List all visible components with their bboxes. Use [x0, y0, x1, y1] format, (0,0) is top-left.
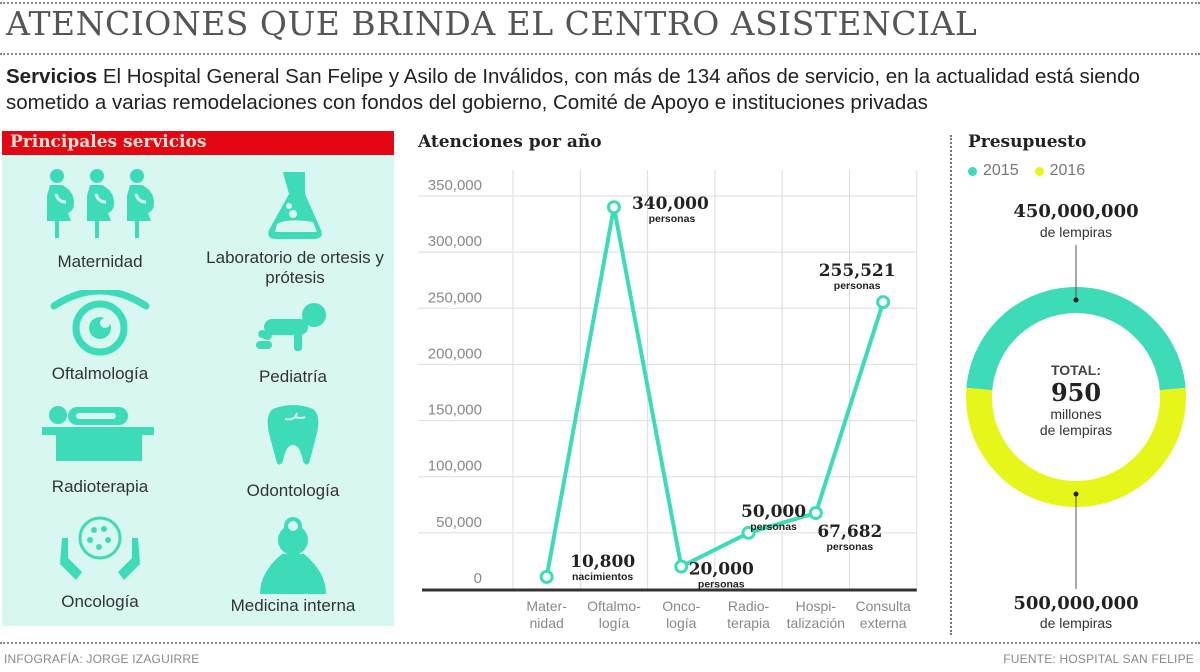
hands-cell-icon: [60, 516, 140, 580]
leader-dot-2015: [1073, 297, 1079, 303]
y-tick-label: 150,000: [428, 402, 482, 419]
radiotherapy-bed-icon: [42, 406, 154, 461]
service-label: Oftalmología: [51, 364, 149, 383]
x-tick-label: Mater-nidad: [526, 598, 567, 631]
data-label-unit: personas: [649, 213, 696, 225]
y-tick-label: 200,000: [428, 345, 482, 362]
legend-label-2016: 2016: [1049, 162, 1086, 179]
service-label: Radioterapia: [51, 477, 149, 496]
data-label-unit: personas: [750, 521, 797, 533]
data-label-unit: personas: [834, 280, 881, 292]
x-tick-label: Oftalmo-logía: [587, 598, 641, 631]
services-header: Principales servicios: [2, 131, 394, 155]
infographic-credit: INFOGRAFÍA: JORGE IZAGUIRRE: [4, 652, 200, 666]
donut-chart: 450,000,000 de lempiras 500,000,000 de l…: [966, 201, 1186, 631]
service-label: Oncología: [61, 592, 139, 611]
data-label-value: 50,000: [741, 502, 806, 522]
x-tick-label: Radio-terapia: [727, 598, 770, 631]
y-tick-label: 0: [474, 570, 482, 587]
title-divider: [0, 53, 1200, 55]
service-label: Odontología: [246, 481, 340, 500]
service-pediatria: Pediatría: [198, 303, 388, 387]
y-tick-label: 50,000: [436, 514, 482, 531]
doctor-icon: [260, 517, 326, 594]
y-tick-label: 100,000: [428, 458, 482, 475]
data-label-value: 67,682: [817, 522, 882, 542]
source-credit: FUENTE: HOSPITAL SAN FELIPE: [1003, 652, 1194, 666]
data-point: [808, 506, 823, 521]
legend-swatch-2015: [968, 166, 977, 176]
donut-center-value: 950: [1051, 378, 1101, 407]
crawling-baby-icon: [256, 303, 326, 351]
y-tick-label: 300,000: [428, 233, 482, 250]
intro-text: Servicios El Hospital General San Felipe…: [6, 64, 1196, 116]
data-point: [606, 200, 621, 215]
section-divider: [950, 135, 952, 635]
intro-bold: Servicios: [6, 65, 98, 88]
legend-swatch-2016: [1034, 166, 1044, 176]
pregnant-women-icon: [47, 169, 154, 238]
data-label-value: 340,000: [632, 194, 709, 214]
service-label: Pediatría: [258, 367, 328, 386]
slice-unit-2016: de lempiras: [1040, 615, 1112, 631]
service-oncologia: Oncología: [5, 516, 195, 612]
budget-legend: 2015 2016: [968, 162, 1085, 180]
services-title: Principales servicios: [10, 132, 207, 152]
x-tick-label: Hospi-talización: [787, 598, 845, 631]
line-chart: 0 50,000 100,000 150,000 200,000 250,000 300,0…: [418, 170, 918, 631]
slice-value-2015: 450,000,000: [1013, 201, 1138, 222]
service-maternidad: Maternidad: [5, 168, 195, 272]
slice-value-2016: 500,000,000: [1013, 593, 1138, 614]
data-label-unit: personas: [698, 579, 745, 591]
data-point: [876, 295, 891, 310]
data-point: [539, 569, 554, 584]
service-odontologia: Odontología: [198, 405, 388, 501]
donut-center-unit-2: de lempiras: [1040, 422, 1112, 438]
data-label-value: 10,800: [570, 552, 635, 572]
y-tick-label: 250,000: [428, 289, 482, 306]
chart-title: Atenciones por año: [418, 132, 602, 152]
data-point: [741, 525, 756, 540]
x-tick-label: Consulta externa: [856, 598, 911, 631]
service-radioterapia: Radioterapia: [5, 405, 195, 497]
tooth-icon: [267, 405, 319, 465]
footer-divider: [0, 642, 1200, 644]
data-label-value: 255,521: [819, 261, 896, 281]
top-divider: [0, 2, 1200, 4]
service-oftalmologia: Oftalmología: [5, 290, 195, 384]
service-laboratorio: Laboratorio de ortesis y prótesis: [200, 172, 390, 288]
service-label: Medicina interna: [230, 596, 356, 615]
y-tick-label: 350,000: [428, 177, 482, 194]
donut-center-label: TOTAL:: [1051, 362, 1101, 378]
donut-slice-2016: [966, 387, 1186, 507]
data-label-value: 20,000: [689, 560, 754, 580]
slice-unit-2015: de lempiras: [1040, 224, 1112, 240]
leader-dot-2016: [1073, 491, 1079, 497]
service-label: Maternidad: [57, 252, 143, 271]
lab-flask-icon: [268, 172, 322, 239]
donut-center-unit-1: millones: [1050, 406, 1101, 422]
service-label: Laboratorio de ortesis y prótesis: [206, 248, 384, 287]
data-label-unit: nacimientos: [572, 571, 633, 583]
data-label-unit: personas: [827, 541, 874, 553]
legend-label-2015: 2015: [983, 162, 1019, 179]
budget-title: Presupuesto: [968, 132, 1087, 152]
series-line: [544, 205, 886, 578]
donut-slice-2015: [966, 286, 1186, 391]
intro-body: El Hospital General San Felipe y Asilo d…: [6, 65, 1140, 114]
x-tick-label: Onco-logía: [662, 598, 700, 631]
service-medicina-interna: Medicina interna: [198, 516, 388, 616]
data-point: [674, 559, 689, 574]
eye-icon: [50, 290, 150, 356]
page-title: ATENCIONES QUE BRINDA EL CENTRO ASISTENC…: [6, 4, 978, 43]
